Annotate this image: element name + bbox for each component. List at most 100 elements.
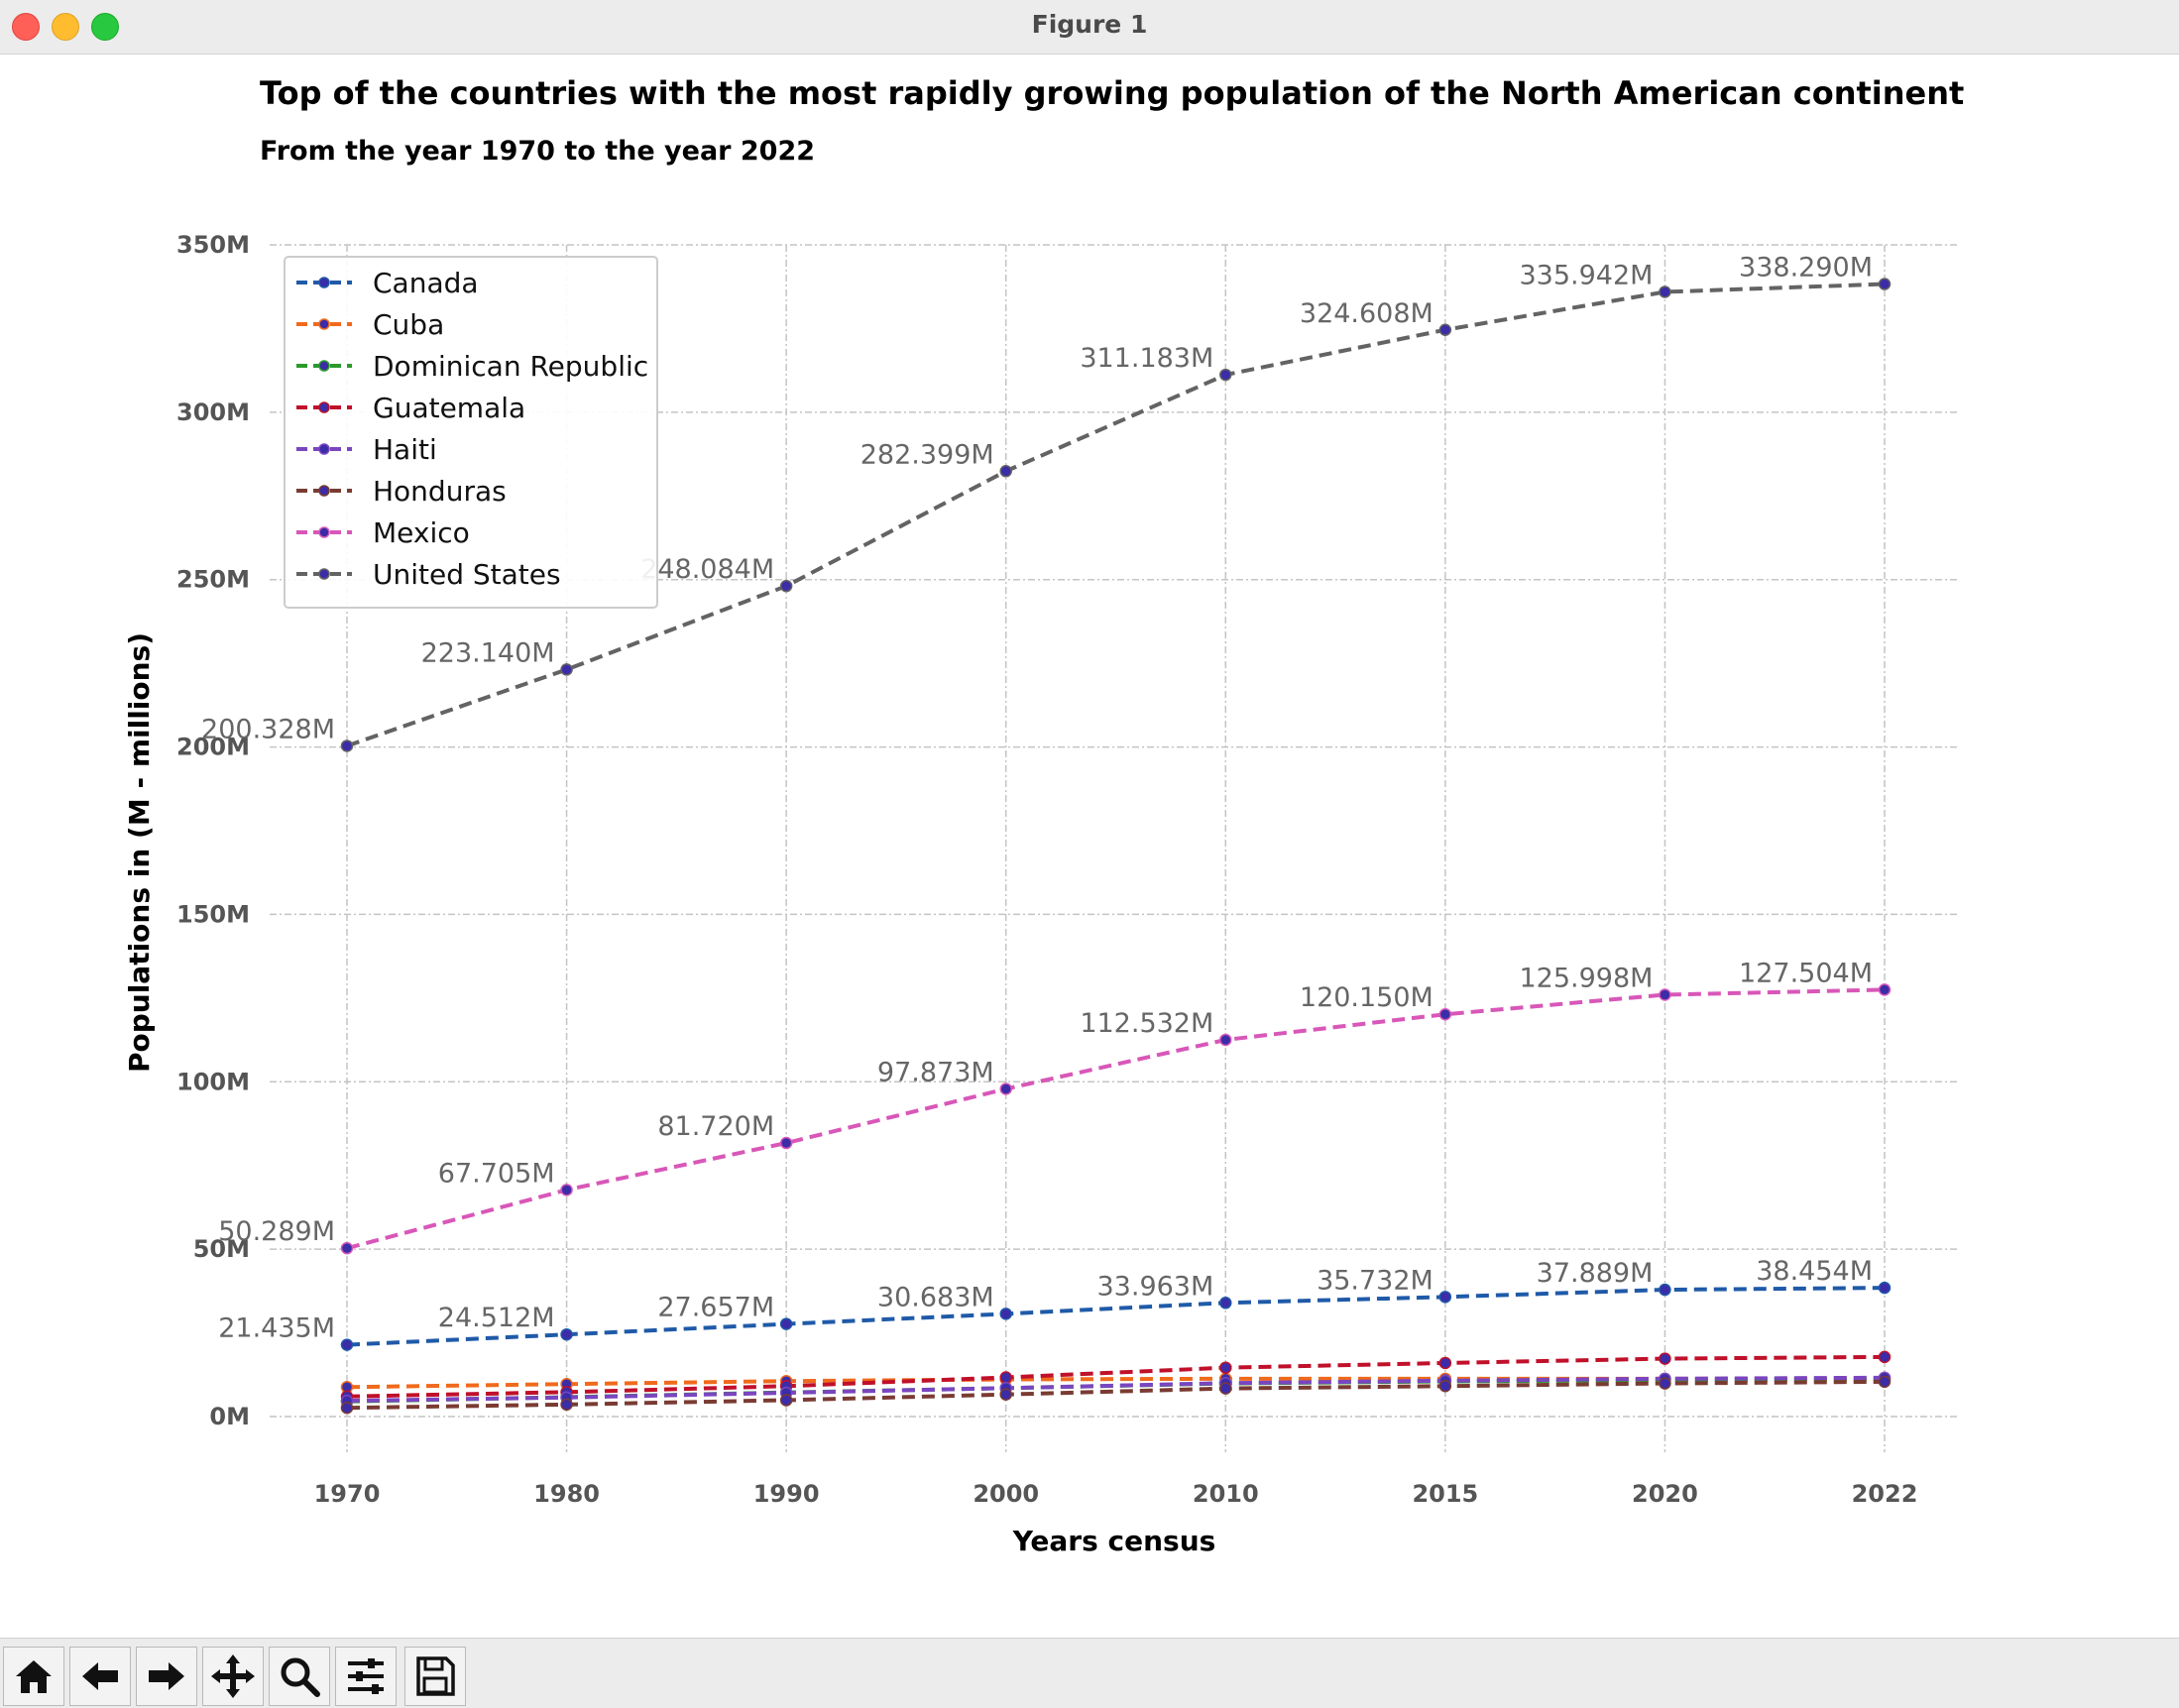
y-tick-label: 200M (176, 734, 250, 761)
legend-marker (318, 360, 330, 372)
data-point (999, 1388, 1012, 1401)
grid (270, 244, 1958, 1452)
legend-label: Guatemala (373, 392, 525, 424)
series-guatemala (340, 1350, 1892, 1403)
save-icon (416, 1656, 455, 1696)
data-point (779, 1136, 793, 1150)
legend-marker (318, 443, 330, 455)
x-tick-label: 1980 (533, 1480, 600, 1508)
x-tick-label: 1970 (314, 1480, 381, 1508)
data-point (1659, 988, 1671, 1001)
data-label: 27.657M (657, 1293, 774, 1323)
data-label: 311.183M (1080, 343, 1213, 374)
series-layer (340, 278, 1892, 1415)
data-point (560, 663, 573, 676)
data-point (999, 465, 1012, 478)
legend-marker (318, 526, 330, 538)
data-point (560, 1184, 573, 1196)
data-point (340, 1401, 354, 1415)
series-line (346, 1376, 1886, 1390)
series-line (346, 1379, 1886, 1411)
window-title: Figure 1 (1031, 10, 1148, 39)
y-tick-label: 0M (209, 1403, 250, 1430)
data-point (560, 1398, 573, 1412)
legend-item: Haiti (296, 433, 437, 466)
data-label: 248.084M (640, 554, 774, 585)
data-point (1659, 1352, 1671, 1365)
chart-title: Top of the countries with the most rapid… (260, 74, 1964, 112)
data-point (999, 1308, 1012, 1320)
data-label: 324.608M (1300, 298, 1434, 329)
data-label: 81.720M (657, 1111, 774, 1142)
configure-subplots-icon (348, 1658, 384, 1694)
data-point (1438, 1291, 1452, 1304)
data-label: 30.683M (877, 1282, 994, 1312)
data-label: 200.328M (201, 714, 335, 744)
close-window-button[interactable] (12, 13, 40, 41)
data-point (340, 740, 354, 752)
legend-label: Canada (373, 267, 479, 299)
zoom-button[interactable] (269, 1647, 330, 1706)
home-button[interactable] (3, 1647, 64, 1706)
series-mexico (340, 983, 1892, 1255)
y-tick-label: 350M (176, 231, 250, 259)
data-point (1438, 323, 1452, 337)
legend: Canada Cuba Dominican Republic Guatemala Hai… (284, 256, 658, 609)
data-point (1659, 1377, 1671, 1390)
back-button[interactable] (69, 1647, 131, 1706)
axis-ticks: 0M 50M 100M 150M 200M 250M 300M 350M 1970 1980 199… (176, 231, 1917, 1508)
data-point (560, 1327, 573, 1341)
legend-label: Haiti (373, 433, 437, 466)
data-point (1878, 1281, 1892, 1295)
data-label: 50.289M (218, 1216, 335, 1247)
data-label: 21.435M (218, 1313, 335, 1344)
legend-marker (318, 318, 330, 330)
home-icon (16, 1660, 52, 1693)
pan-button[interactable] (202, 1647, 264, 1706)
legend-label: United States (373, 558, 561, 591)
save-button[interactable] (404, 1647, 466, 1706)
legend-label: Dominican Republic (373, 350, 648, 383)
series-line (346, 1354, 1886, 1399)
data-label: 282.399M (860, 439, 994, 470)
data-point (779, 579, 793, 593)
data-point (1438, 1356, 1452, 1370)
series-united-states (340, 278, 1892, 752)
data-label: 24.512M (438, 1303, 555, 1333)
navigation-toolbar (0, 1638, 2179, 1708)
x-tick-label: 2010 (1193, 1480, 1259, 1508)
forward-button[interactable] (136, 1647, 197, 1706)
configure-subplots-button[interactable] (335, 1647, 397, 1706)
data-label: 338.290M (1739, 253, 1873, 284)
data-point (1219, 1382, 1232, 1395)
data-point (1219, 1033, 1232, 1047)
data-point (779, 1394, 793, 1407)
legend-marker (318, 401, 330, 413)
legend-label: Mexico (373, 516, 470, 549)
data-point (1878, 983, 1892, 996)
data-point (1878, 1375, 1892, 1389)
data-point (1878, 1350, 1892, 1364)
series-honduras (340, 1375, 1892, 1415)
x-tick-label: 2020 (1632, 1480, 1698, 1508)
data-label: 120.150M (1300, 982, 1434, 1013)
data-label: 112.532M (1080, 1008, 1213, 1039)
legend-item: Honduras (296, 475, 507, 508)
chart-canvas: Top of the countries with the most rapid… (123, 74, 1964, 1557)
data-point (779, 1317, 793, 1330)
x-tick-label: 2000 (973, 1480, 1039, 1508)
legend-label: Honduras (373, 475, 507, 508)
data-point (340, 1241, 354, 1255)
data-point (1219, 1361, 1232, 1374)
y-tick-label: 100M (176, 1068, 250, 1095)
minimize-window-button[interactable] (52, 13, 79, 41)
data-label: 37.889M (1537, 1258, 1654, 1289)
y-tick-label: 150M (176, 900, 250, 928)
legend-marker (318, 277, 330, 288)
legend-item: Dominican Republic (296, 350, 648, 383)
data-label: 35.732M (1317, 1265, 1434, 1296)
series-line (346, 987, 1886, 1251)
maximize-window-button[interactable] (91, 13, 119, 41)
data-label: 67.705M (438, 1158, 555, 1189)
data-point (999, 1371, 1012, 1384)
